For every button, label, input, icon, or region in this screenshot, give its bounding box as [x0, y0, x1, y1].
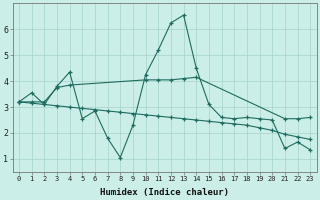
- X-axis label: Humidex (Indice chaleur): Humidex (Indice chaleur): [100, 188, 229, 197]
